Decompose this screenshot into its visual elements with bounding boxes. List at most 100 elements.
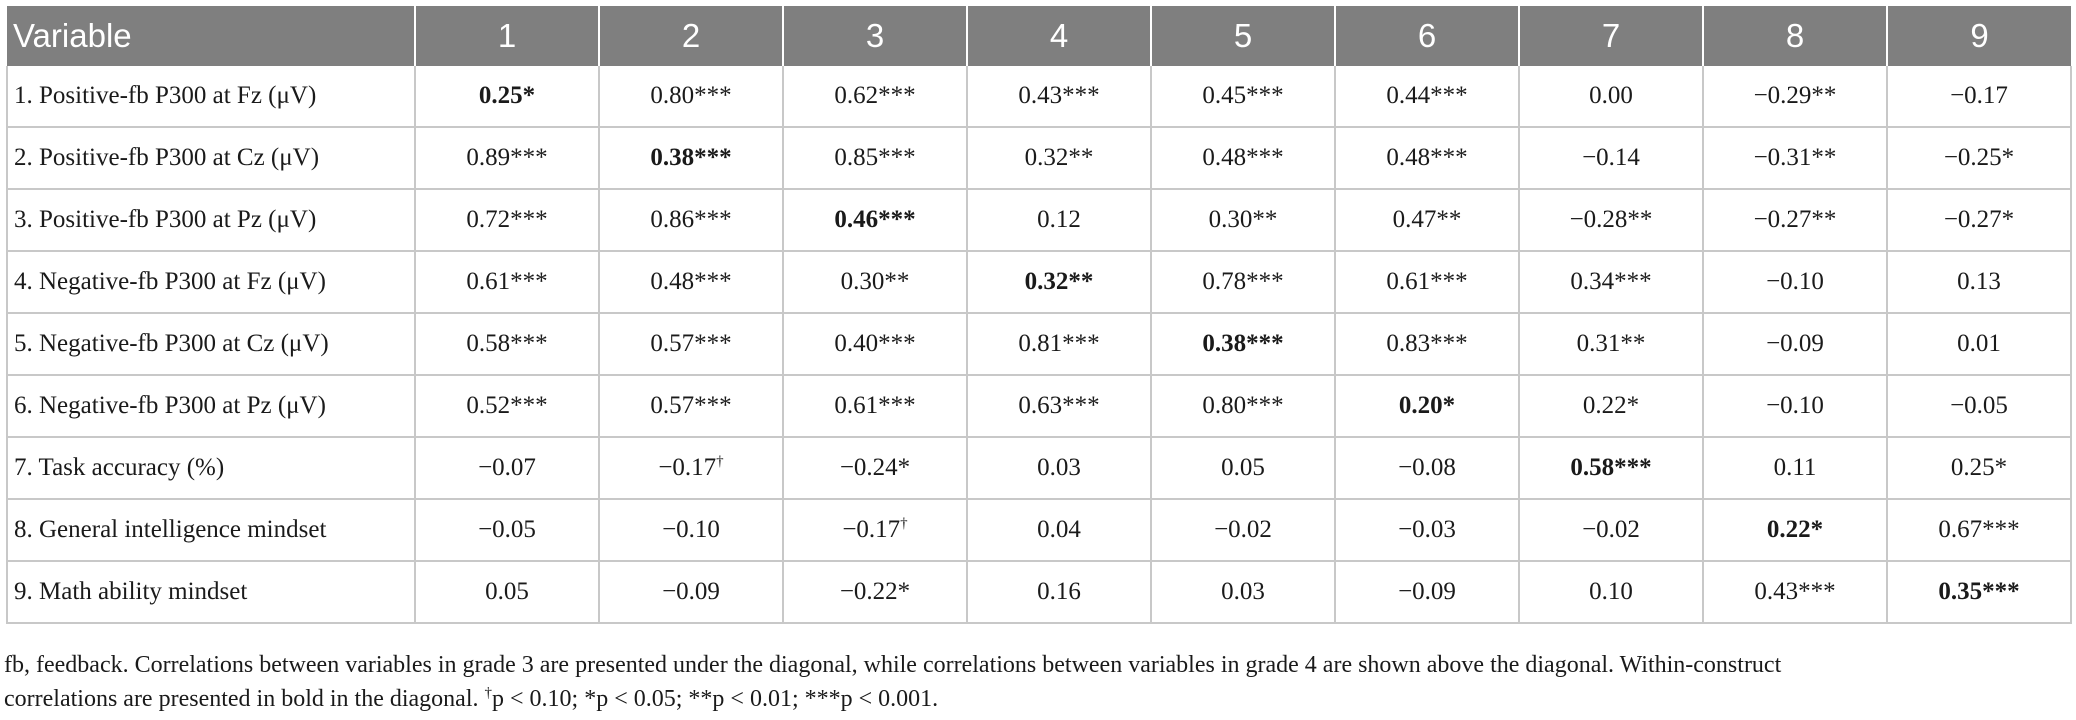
cell-value: 0.86*** <box>650 206 732 233</box>
cell-value: 0.52*** <box>466 392 548 419</box>
table-cell: 0.13 <box>1886 251 2072 314</box>
table-cell: 0.12 <box>966 189 1151 252</box>
table-cell: 0.32** <box>966 127 1151 190</box>
cell-value: 0.03 <box>1221 578 1265 605</box>
table-cell: 0.48*** <box>598 251 783 314</box>
table-cell: −0.10 <box>1702 251 1887 314</box>
cell-value: 0.01 <box>1957 330 2001 357</box>
cell-value: −0.25* <box>1943 144 2015 171</box>
table-cell: 0.52*** <box>414 375 599 438</box>
cell-value: 0.63*** <box>1018 392 1100 419</box>
table-cell: −0.25* <box>1886 127 2072 190</box>
table-cell: 0.10 <box>1518 561 1703 624</box>
row-variable-label: 4. Negative-fb P300 at Fz (μV) <box>6 251 415 314</box>
cell-value: −0.03 <box>1398 516 1456 543</box>
table-cell: 0.48*** <box>1150 127 1335 190</box>
cell-value: 0.61*** <box>466 268 548 295</box>
dagger-marker: † <box>716 453 724 470</box>
table-cell: −0.10 <box>1702 375 1887 438</box>
cell-value: 0.58*** <box>466 330 548 357</box>
cell-value: −0.17 <box>842 516 901 543</box>
table-cell: 0.05 <box>1150 437 1335 500</box>
cell-value: 0.81*** <box>1018 330 1100 357</box>
table-cell: 0.58*** <box>414 313 599 376</box>
table-cell: 0.47** <box>1334 189 1519 252</box>
header-col-8: 8 <box>1702 6 1887 66</box>
cell-value: −0.02 <box>1582 516 1640 543</box>
row-variable-label: 2. Positive-fb P300 at Cz (μV) <box>6 127 415 190</box>
cell-value: 0.61*** <box>834 392 916 419</box>
header-col-9: 9 <box>1886 6 2071 66</box>
cell-value: 0.61*** <box>1386 268 1468 295</box>
cell-value: 0.57*** <box>650 392 732 419</box>
cell-value: 0.43*** <box>1018 82 1100 109</box>
cell-value: 0.85*** <box>834 144 916 171</box>
cell-value: 0.03 <box>1037 454 1081 481</box>
cell-value: −0.07 <box>478 454 536 481</box>
cell-value: −0.29** <box>1753 82 1837 109</box>
cell-value: 0.62*** <box>834 82 916 109</box>
cell-value: 0.34*** <box>1570 268 1652 295</box>
row-variable-label: 1. Positive-fb P300 at Fz (μV) <box>6 66 415 128</box>
table-cell: 0.61*** <box>782 375 967 438</box>
header-col-1: 1 <box>414 6 599 66</box>
table-cell: 0.72*** <box>414 189 599 252</box>
cell-value: 0.00 <box>1589 82 1633 109</box>
table-cell: −0.27* <box>1886 189 2072 252</box>
cell-value: −0.17 <box>658 454 717 481</box>
table-cell: −0.28** <box>1518 189 1703 252</box>
cell-value: 0.31** <box>1576 330 1646 357</box>
table-cell: 0.11 <box>1702 437 1887 500</box>
cell-value: 0.48*** <box>1386 144 1468 171</box>
table-cell: −0.17† <box>782 499 967 562</box>
table-cell: −0.08 <box>1334 437 1519 500</box>
cell-value: 0.05 <box>485 578 529 605</box>
table-cell: 0.78*** <box>1150 251 1335 314</box>
header-col-5: 5 <box>1150 6 1335 66</box>
cell-value: 0.72*** <box>466 206 548 233</box>
cell-value: 0.57*** <box>650 330 732 357</box>
cell-value: 0.45*** <box>1202 82 1284 109</box>
table-cell: −0.09 <box>598 561 783 624</box>
footnote-line-2-text: correlations are presented in bold in th… <box>4 686 485 712</box>
cell-value: 0.30** <box>1208 206 1278 233</box>
cell-value: 0.78*** <box>1202 268 1284 295</box>
table-cell: 0.30** <box>1150 189 1335 252</box>
table-row: 6. Negative-fb P300 at Pz (μV) 0.52*** 0.5… <box>6 375 2072 438</box>
table-cell: 0.05 <box>414 561 599 624</box>
footnote-line-1: fb, feedback. Correlations between varia… <box>4 652 1782 678</box>
cell-value: −0.09 <box>1766 330 1824 357</box>
table-cell: 0.30** <box>782 251 967 314</box>
table-cell: 0.25* <box>414 66 599 128</box>
table-cell: 0.43*** <box>966 66 1151 128</box>
table-footnote: fb, feedback. Correlations between varia… <box>4 648 2070 716</box>
table-cell: 0.22* <box>1702 499 1887 562</box>
cell-value: 0.89*** <box>466 144 548 171</box>
cell-value: 0.35*** <box>1938 578 2020 605</box>
cell-value: 0.20* <box>1398 392 1456 419</box>
header-col-4: 4 <box>966 6 1151 66</box>
table-cell: −0.02 <box>1150 499 1335 562</box>
cell-value: −0.08 <box>1398 454 1456 481</box>
cell-value: 0.13 <box>1957 268 2001 295</box>
cell-value: −0.05 <box>1950 392 2008 419</box>
cell-value: 0.25* <box>478 82 536 109</box>
table-cell: 0.67*** <box>1886 499 2072 562</box>
table-cell: −0.02 <box>1518 499 1703 562</box>
header-col-6: 6 <box>1334 6 1519 66</box>
table-cell: 0.32** <box>966 251 1151 314</box>
table-cell: 0.20* <box>1334 375 1519 438</box>
table-cell: 0.46*** <box>782 189 967 252</box>
cell-value: 0.58*** <box>1570 454 1652 481</box>
table-cell: 0.01 <box>1886 313 2072 376</box>
cell-value: 0.32** <box>1024 144 1094 171</box>
cell-value: 0.67*** <box>1938 516 2020 543</box>
correlation-table: Variable 1 2 3 4 5 6 7 8 9 1. Positive-f… <box>6 6 2072 624</box>
row-variable-label: 3. Positive-fb P300 at Pz (μV) <box>6 189 415 252</box>
row-variable-label: 6. Negative-fb P300 at Pz (μV) <box>6 375 415 438</box>
table-cell: 0.62*** <box>782 66 967 128</box>
table-cell: −0.24* <box>782 437 967 500</box>
cell-value: −0.09 <box>662 578 720 605</box>
dagger-marker: † <box>900 515 908 532</box>
